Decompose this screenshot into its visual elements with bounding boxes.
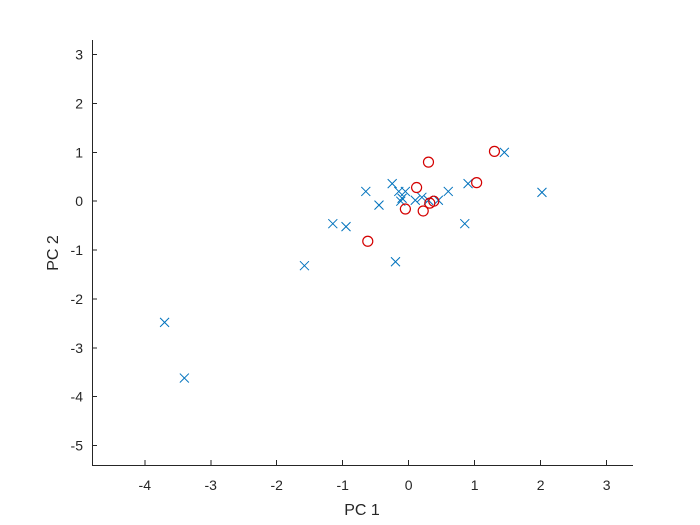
x-tick-label: 1 <box>471 477 479 493</box>
y-tick-label: 1 <box>75 144 83 160</box>
x-tick-label: -4 <box>139 477 152 493</box>
data-point-cross <box>410 195 421 206</box>
data-point-cross <box>463 178 473 189</box>
data-point-cross <box>387 178 398 189</box>
data-point-cross <box>459 218 470 229</box>
y-tick-label: -2 <box>71 291 84 307</box>
data-point-cross <box>360 186 371 197</box>
data-point-circle <box>488 145 501 157</box>
x-tick-label: -3 <box>205 477 218 493</box>
x-axis-label: PC 1 <box>344 502 380 519</box>
data-point-circle <box>399 203 411 215</box>
data-point-circle <box>422 156 435 168</box>
data-point-circle <box>362 235 374 247</box>
data-point-cross <box>374 200 384 210</box>
data-point-cross <box>179 373 190 383</box>
x-tick-label: -1 <box>336 477 349 493</box>
x-tick-label: -2 <box>271 477 284 493</box>
data-point-cross <box>159 317 170 328</box>
y-tick-label: -1 <box>71 242 84 258</box>
y-tick-label: -4 <box>71 389 84 405</box>
y-ticks: 3 2 1 0 -1 -2 -3 -4 -5 <box>71 47 97 453</box>
data-point-circle <box>411 181 423 194</box>
data-point-circle <box>417 205 429 217</box>
data-point-cross <box>327 218 338 229</box>
data-markers <box>159 145 547 383</box>
y-tick-label: -3 <box>71 340 84 356</box>
data-point-circle <box>428 195 440 207</box>
data-point-cross <box>341 221 351 232</box>
y-axis-label: PC 2 <box>45 235 62 271</box>
data-point-cross <box>499 147 510 158</box>
data-point-cross <box>299 260 310 271</box>
x-tick-label: 0 <box>405 477 413 493</box>
data-point-cross <box>397 193 407 204</box>
data-point-cross <box>417 192 427 203</box>
y-tick-label: 2 <box>75 96 83 112</box>
y-tick-label: 3 <box>75 47 83 63</box>
data-point-cross <box>390 256 401 267</box>
x-tick-label: 3 <box>603 477 611 493</box>
axes <box>92 40 633 466</box>
y-tick-label: 0 <box>75 193 83 209</box>
x-tick-label: 2 <box>537 477 545 493</box>
data-point-cross <box>443 186 454 197</box>
y-tick-label: -5 <box>71 437 84 453</box>
data-point-cross <box>537 187 547 198</box>
x-ticks: -4 -3 -2 -1 0 1 2 3 <box>139 460 611 493</box>
data-point-cross <box>400 186 411 197</box>
data-point-circle <box>471 177 483 189</box>
